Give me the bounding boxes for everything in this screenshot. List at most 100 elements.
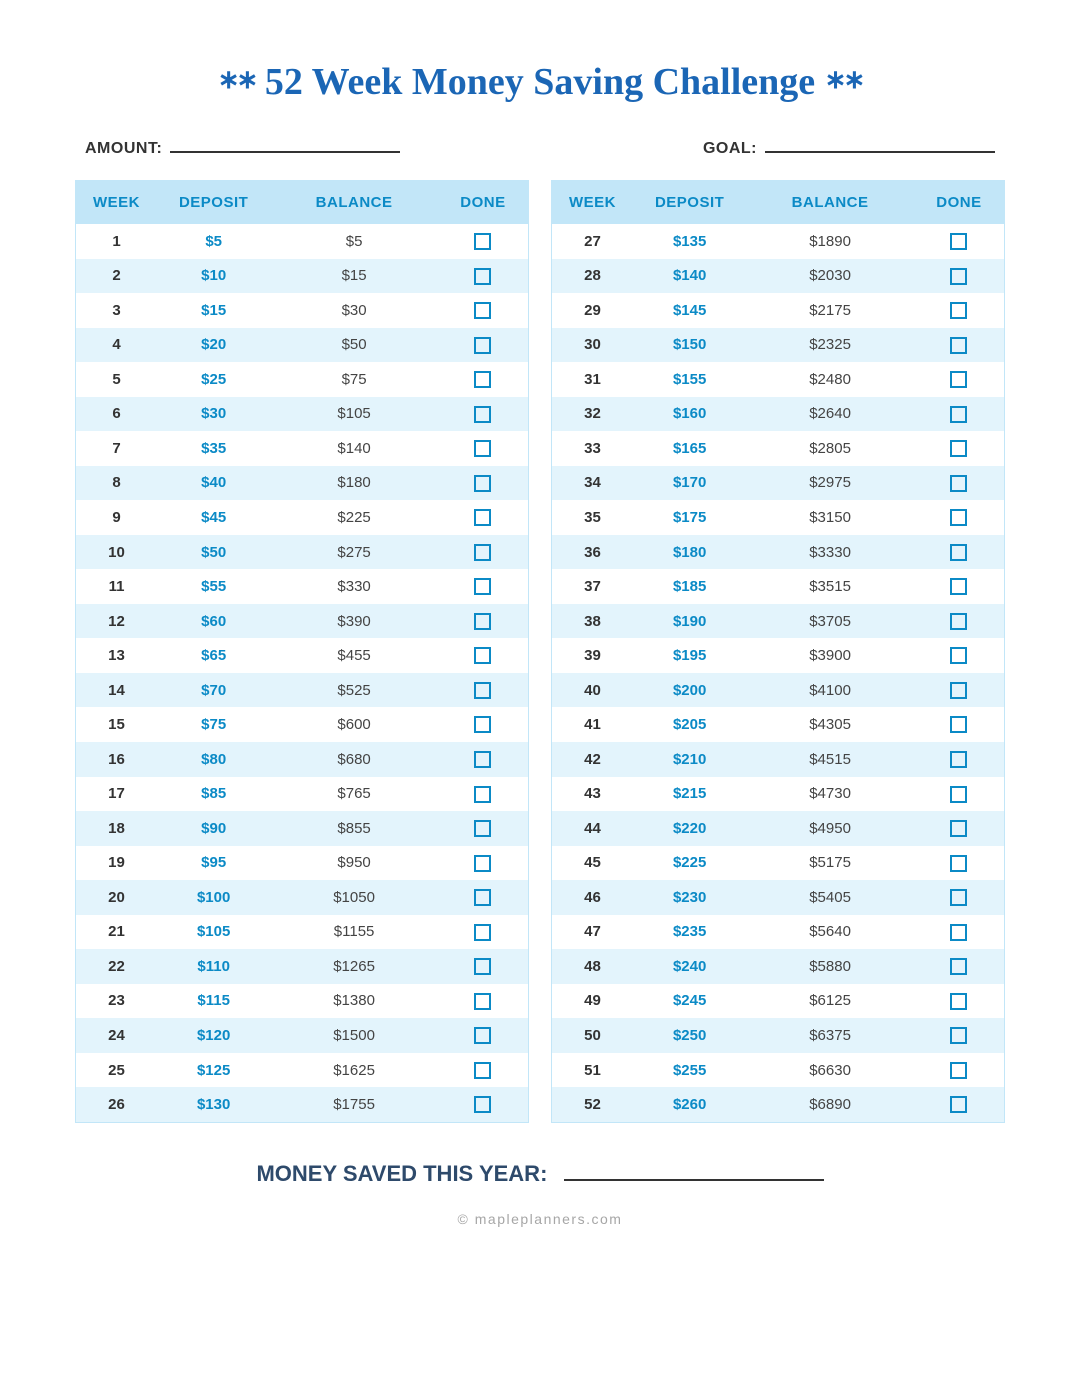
week-cell: 24	[76, 1018, 158, 1053]
table-row: 14$70$525	[76, 673, 529, 708]
checkbox-icon[interactable]	[474, 716, 491, 733]
deposit-cell: $55	[157, 569, 270, 604]
checkbox-icon[interactable]	[474, 302, 491, 319]
checkbox-icon[interactable]	[474, 786, 491, 803]
balance-cell: $140	[270, 431, 438, 466]
deposit-cell: $190	[633, 604, 746, 639]
table-row: 8$40$180	[76, 466, 529, 501]
checkbox-icon[interactable]	[474, 440, 491, 457]
checkbox-icon[interactable]	[950, 958, 967, 975]
checkbox-icon[interactable]	[950, 233, 967, 250]
checkbox-icon[interactable]	[950, 509, 967, 526]
week-cell: 42	[552, 742, 634, 777]
checkbox-icon[interactable]	[950, 337, 967, 354]
balance-cell: $75	[270, 362, 438, 397]
header-deposit: DEPOSIT	[633, 181, 746, 225]
checkbox-icon[interactable]	[950, 544, 967, 561]
done-cell	[438, 984, 529, 1019]
deposit-cell: $15	[157, 293, 270, 328]
week-cell: 19	[76, 846, 158, 881]
deposit-cell: $125	[157, 1053, 270, 1088]
checkbox-icon[interactable]	[950, 440, 967, 457]
balance-cell: $855	[270, 811, 438, 846]
checkbox-icon[interactable]	[474, 889, 491, 906]
deposit-cell: $45	[157, 500, 270, 535]
deposit-cell: $100	[157, 880, 270, 915]
week-cell: 12	[76, 604, 158, 639]
checkbox-icon[interactable]	[950, 889, 967, 906]
deposit-cell: $60	[157, 604, 270, 639]
done-cell	[438, 777, 529, 812]
week-cell: 31	[552, 362, 634, 397]
checkbox-icon[interactable]	[474, 509, 491, 526]
deposit-cell: $160	[633, 397, 746, 432]
checkbox-icon[interactable]	[950, 406, 967, 423]
checkbox-icon[interactable]	[474, 233, 491, 250]
checkbox-icon[interactable]	[950, 993, 967, 1010]
checkbox-icon[interactable]	[474, 544, 491, 561]
week-cell: 30	[552, 328, 634, 363]
checkbox-icon[interactable]	[950, 1096, 967, 1113]
week-cell: 51	[552, 1053, 634, 1088]
table-row: 20$100$1050	[76, 880, 529, 915]
star-left-icon: ∗∗	[218, 65, 256, 94]
balance-cell: $2325	[746, 328, 914, 363]
checkbox-icon[interactable]	[474, 475, 491, 492]
checkbox-icon[interactable]	[950, 475, 967, 492]
checkbox-icon[interactable]	[474, 268, 491, 285]
checkbox-icon[interactable]	[950, 820, 967, 837]
checkbox-icon[interactable]	[474, 647, 491, 664]
checkbox-icon[interactable]	[474, 682, 491, 699]
week-cell: 9	[76, 500, 158, 535]
checkbox-icon[interactable]	[950, 1062, 967, 1079]
table-row: 28$140$2030	[552, 259, 1005, 294]
done-cell	[914, 224, 1005, 259]
done-cell	[438, 259, 529, 294]
deposit-cell: $10	[157, 259, 270, 294]
checkbox-icon[interactable]	[950, 855, 967, 872]
table-row: 31$155$2480	[552, 362, 1005, 397]
checkbox-icon[interactable]	[474, 958, 491, 975]
table-row: 1$5$5	[76, 224, 529, 259]
deposit-cell: $210	[633, 742, 746, 777]
checkbox-icon[interactable]	[474, 855, 491, 872]
checkbox-icon[interactable]	[474, 1096, 491, 1113]
done-cell	[914, 638, 1005, 673]
checkbox-icon[interactable]	[950, 682, 967, 699]
checkbox-icon[interactable]	[474, 1027, 491, 1044]
goal-input-line[interactable]	[765, 151, 995, 153]
deposit-cell: $205	[633, 707, 746, 742]
checkbox-icon[interactable]	[950, 613, 967, 630]
checkbox-icon[interactable]	[950, 716, 967, 733]
done-cell	[914, 742, 1005, 777]
money-saved-input-line[interactable]	[564, 1179, 824, 1181]
checkbox-icon[interactable]	[474, 613, 491, 630]
balance-cell: $4100	[746, 673, 914, 708]
deposit-cell: $220	[633, 811, 746, 846]
amount-field: AMOUNT:	[85, 140, 400, 158]
checkbox-icon[interactable]	[950, 751, 967, 768]
checkbox-icon[interactable]	[474, 406, 491, 423]
checkbox-icon[interactable]	[950, 578, 967, 595]
checkbox-icon[interactable]	[474, 1062, 491, 1079]
table-row: 38$190$3705	[552, 604, 1005, 639]
checkbox-icon[interactable]	[474, 337, 491, 354]
checkbox-icon[interactable]	[474, 751, 491, 768]
checkbox-icon[interactable]	[950, 371, 967, 388]
checkbox-icon[interactable]	[950, 647, 967, 664]
checkbox-icon[interactable]	[474, 924, 491, 941]
checkbox-icon[interactable]	[950, 924, 967, 941]
checkbox-icon[interactable]	[474, 993, 491, 1010]
checkbox-icon[interactable]	[950, 786, 967, 803]
checkbox-icon[interactable]	[950, 268, 967, 285]
checkbox-icon[interactable]	[474, 578, 491, 595]
checkbox-icon[interactable]	[474, 371, 491, 388]
checkbox-icon[interactable]	[950, 302, 967, 319]
week-cell: 52	[552, 1087, 634, 1122]
checkbox-icon[interactable]	[474, 820, 491, 837]
balance-cell: $1155	[270, 915, 438, 950]
deposit-cell: $180	[633, 535, 746, 570]
table-row: 39$195$3900	[552, 638, 1005, 673]
checkbox-icon[interactable]	[950, 1027, 967, 1044]
amount-input-line[interactable]	[170, 151, 400, 153]
